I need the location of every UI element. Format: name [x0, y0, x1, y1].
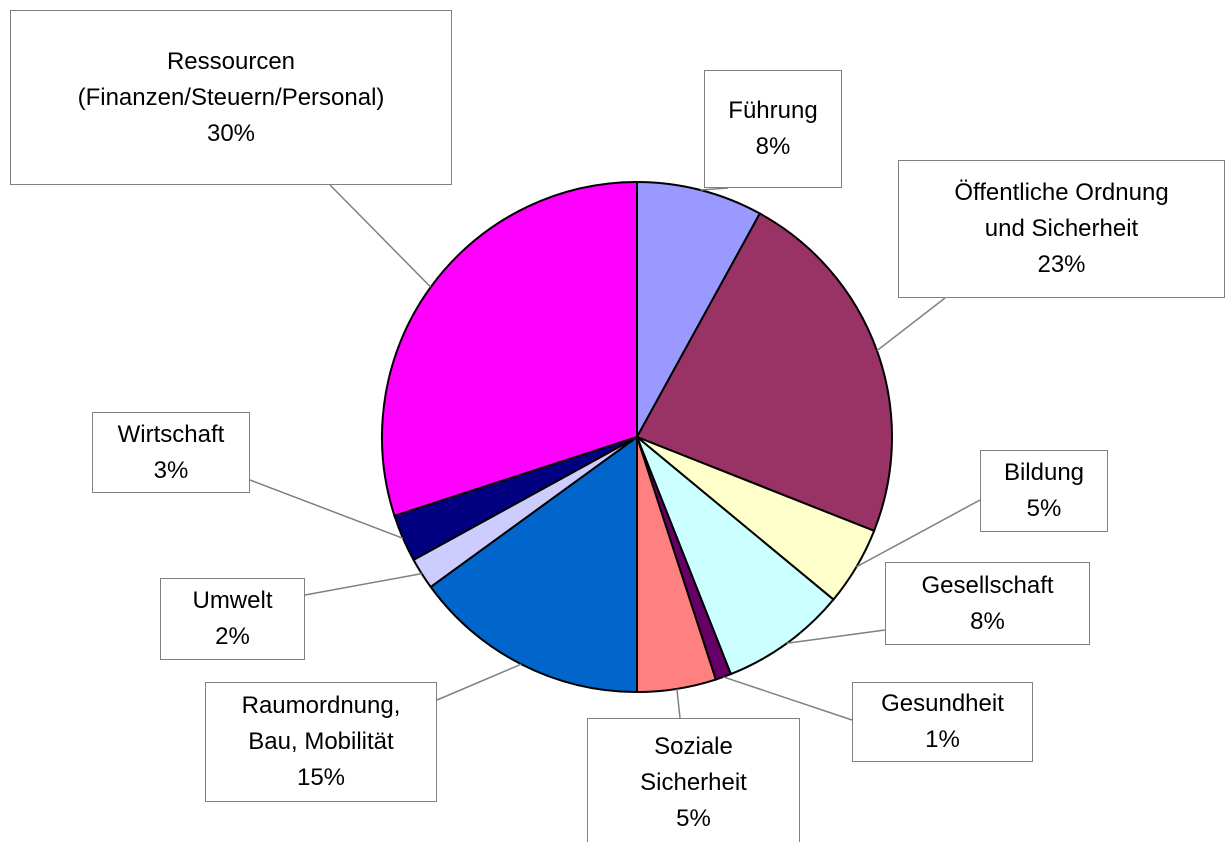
category-label: Umwelt [192, 587, 273, 614]
leader-line [723, 676, 853, 721]
leader-line [329, 184, 432, 288]
category-label: Bildung [1003, 459, 1085, 486]
data-label-box: Ressourcen (Finanzen/Steuern/Personal) 30… [10, 10, 452, 185]
pie-slice [381, 180, 638, 518]
leader-line [249, 479, 404, 539]
leader-line [856, 499, 981, 568]
data-label-box: Soziale Sicherheit 5% [587, 718, 800, 842]
data-label-box: Raumordnung, Bau, Mobilität 15% [205, 682, 437, 802]
category-label: Soziale Sicherheit [640, 733, 747, 796]
data-label-box: Öffentliche Ordnung und Sicherheit 23% [898, 160, 1225, 298]
value-label: 23% [1037, 251, 1086, 278]
leader-line [700, 187, 729, 191]
category-label: Gesellschaft [921, 571, 1054, 599]
leader-line [436, 663, 522, 701]
category-label: Gesundheit [881, 690, 1004, 717]
pie-slice [635, 212, 893, 533]
value-label: 1% [925, 726, 960, 753]
data-label-box: Gesundheit 1% [852, 682, 1033, 762]
data-label-box: Umwelt 2% [160, 578, 305, 660]
category-label: Wirtschaft [117, 420, 225, 448]
value-label: 30% [206, 119, 256, 147]
value-label: 5% [1026, 495, 1062, 522]
leader-line [786, 629, 886, 645]
value-label: 2% [215, 623, 250, 650]
pie-slice [636, 180, 762, 438]
value-label: 8% [755, 133, 791, 160]
data-label-box: Wirtschaft 3% [92, 412, 250, 493]
value-label: 15% [296, 764, 346, 791]
data-label-box: Bildung 5% [980, 450, 1108, 532]
value-label: 8% [970, 607, 1005, 635]
data-label-box: Gesellschaft 8% [885, 562, 1090, 645]
category-label: Führung [728, 97, 818, 124]
data-label-box: Führung 8% [704, 70, 842, 188]
category-label: Raumordnung, Bau, Mobilität [241, 692, 401, 755]
leader-line [304, 572, 422, 596]
value-label: 5% [676, 805, 711, 832]
leader-line [876, 297, 946, 352]
leader-line [676, 688, 681, 719]
category-label: Öffentliche Ordnung und Sicherheit [954, 179, 1169, 242]
category-label: Ressourcen (Finanzen/Steuern/Personal) [77, 47, 385, 111]
pie-slice [429, 435, 638, 694]
value-label: 3% [153, 456, 189, 484]
